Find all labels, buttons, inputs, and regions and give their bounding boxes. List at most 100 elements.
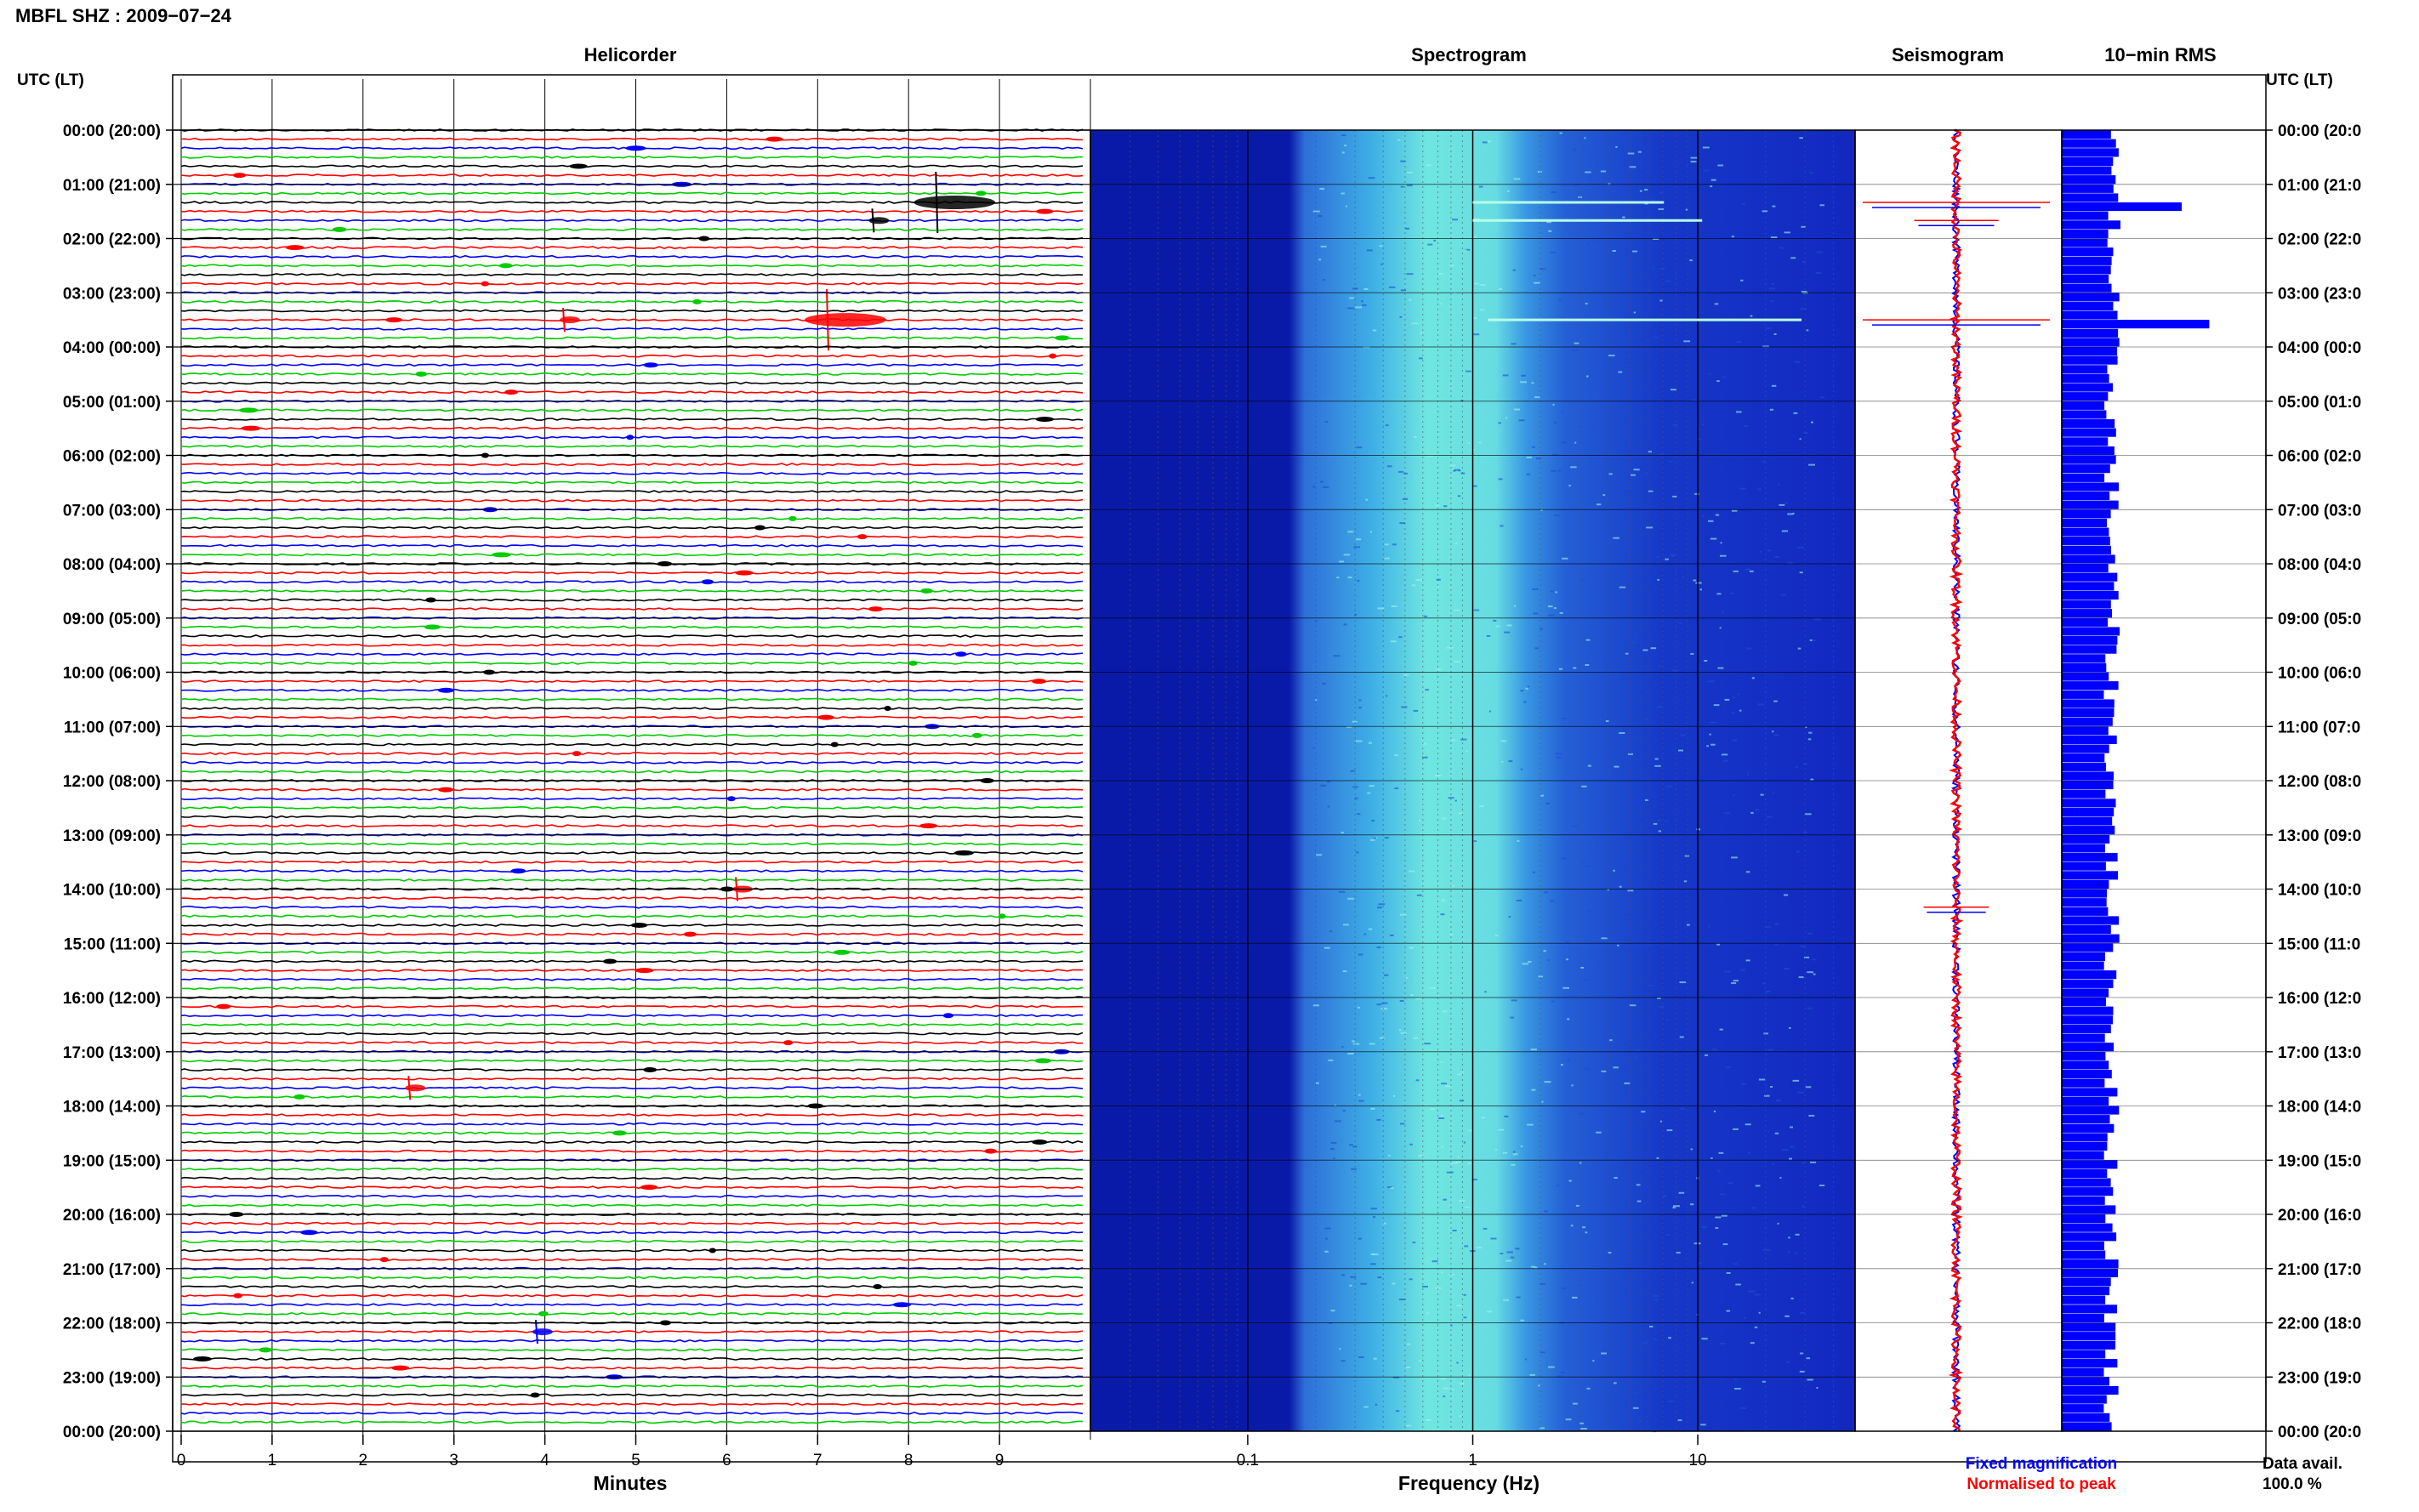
spectrogram-speckle [1583, 979, 1591, 981]
helicorder-blip [709, 1248, 716, 1253]
spectrogram-speckle [1347, 576, 1352, 578]
spectrogram-speckle [1790, 1297, 1794, 1299]
spectrogram-speckle [1819, 204, 1824, 207]
helicorder-trace [180, 1122, 1084, 1126]
spectrogram-speckle [1400, 1032, 1407, 1034]
spectrogram-speckle [1367, 792, 1371, 794]
time-label-right: 02:00 (22:0 [2278, 231, 2361, 249]
spectrogram-speckle [1739, 487, 1746, 490]
spectrogram-speckle [1784, 502, 1788, 504]
spectrogram-speckle [1511, 343, 1517, 345]
spectrogram-speckle [1440, 1378, 1447, 1380]
spectrogram-speckle [1387, 465, 1392, 468]
spectrogram-speckle [1733, 1263, 1738, 1265]
spectrogram-speckle [1568, 485, 1571, 487]
helicorder-blip [817, 714, 834, 720]
spectrogram-speckle [1502, 1151, 1508, 1154]
spectrogram-speckle [1409, 870, 1415, 873]
spectrogram-speckle [1707, 680, 1715, 683]
spectrogram-speckle [1603, 1032, 1610, 1034]
spectrogram-speckle [1511, 1163, 1516, 1166]
spectrogram-speckle [1704, 660, 1708, 662]
spectrogram-speckle [1805, 1086, 1812, 1089]
helicorder-trace [180, 580, 1084, 584]
spectrogram-speckle [1601, 1352, 1607, 1355]
spectrogram-speckle [1553, 607, 1557, 610]
spectrogram-speckle [1500, 525, 1504, 527]
spectrogram-speckle [1433, 239, 1437, 242]
helicorder-trace [180, 553, 1084, 557]
rms-bar [2062, 184, 2114, 193]
time-label-left: 08:00 (04:00) [63, 556, 161, 574]
spectrogram-speckle [1731, 509, 1738, 512]
spectrogram-speckle [1816, 1387, 1819, 1389]
spectrogram-speckle [1619, 586, 1626, 588]
spectrogram-speckle [1807, 932, 1813, 935]
time-label-right: 08:00 (04:0 [2278, 556, 2361, 574]
spectrogram-speckle [1539, 628, 1543, 630]
spectrogram-speckle [1520, 381, 1527, 384]
spectrogram-speckle [1608, 355, 1615, 357]
spectrogram-speckle [1525, 687, 1528, 690]
spectrogram-speckle [1637, 1420, 1642, 1422]
spectrogram-speckle [1441, 1145, 1444, 1148]
rms-bar [2062, 464, 2110, 474]
rms-bar [2062, 916, 2120, 925]
spectrogram-speckle [1594, 1296, 1597, 1299]
helicorder-blip [481, 281, 489, 287]
spectrogram-speckle [1622, 216, 1625, 219]
spectrogram-speckle [1731, 982, 1737, 985]
spectrogram-speckle [1672, 1207, 1676, 1209]
helicorder-blip [955, 651, 967, 657]
spectrogram-speckle [1552, 403, 1555, 406]
spectrogram-panel [1090, 129, 1855, 1433]
spectrogram-speckle [1717, 1170, 1721, 1173]
spectrogram-speckle [1379, 245, 1383, 247]
spectrogram-speckle [1487, 140, 1492, 143]
minute-tick-label: 8 [904, 1452, 914, 1469]
spectrogram-speckle [1482, 141, 1488, 144]
spectrogram-speckle [1554, 421, 1557, 423]
spectrogram-speckle [1819, 396, 1825, 399]
spectrogram-speckle [1701, 1226, 1707, 1228]
time-label-right: 14:00 (10:0 [2278, 882, 2361, 900]
spectrogram-speckle [1498, 422, 1501, 424]
spectrogram-speckle [1672, 669, 1679, 672]
spectrogram-speckle [1625, 1005, 1631, 1008]
helicorder-trace [180, 137, 1084, 141]
time-label-left: 12:00 (08:00) [63, 773, 161, 791]
spectrogram-speckle [1609, 1282, 1616, 1284]
rms-bar [2062, 662, 2107, 672]
spectrogram-speckle [1400, 1123, 1405, 1125]
rms-bar [2062, 419, 2115, 429]
spectrogram-speckle [1473, 236, 1477, 238]
helicorder-blip [1031, 679, 1047, 685]
spectrogram-speckle [1426, 1312, 1430, 1315]
spectrogram-speckle [1451, 739, 1456, 742]
spectrogram-speckle [1372, 329, 1377, 332]
spectrogram-speckle [1449, 1273, 1455, 1276]
spectrogram-speckle [1377, 1276, 1382, 1279]
spectrogram-speckle [1594, 163, 1597, 166]
spectrogram-speckle [1358, 1094, 1361, 1096]
spectrogram-speckle [1380, 1037, 1385, 1039]
spectrogram-speckle [1693, 579, 1697, 582]
spectrogram-speckle [1357, 953, 1363, 956]
spectrogram-speckle [1406, 1343, 1411, 1345]
spectrogram-speckle [1357, 580, 1360, 582]
spectrogram-speckle [1358, 707, 1362, 709]
helicorder-blip [984, 1148, 997, 1154]
spectrogram-speckle [1685, 208, 1688, 211]
helicorder-trace [180, 1258, 1084, 1262]
spectrogram-speckle [1450, 1162, 1458, 1164]
spectrogram-speckle [1436, 668, 1442, 671]
spectrogram-speckle [1710, 185, 1713, 188]
rms-bar [2062, 455, 2116, 464]
rms-bar [2062, 979, 2114, 988]
spectrogram-speckle [1574, 342, 1579, 344]
spectrogram-speckle [1601, 937, 1608, 940]
spectrogram-speckle [1722, 759, 1729, 762]
helicorder-blip [259, 1347, 272, 1353]
spectrogram-speckle [1571, 825, 1578, 827]
spectrogram-speckle [1479, 185, 1483, 188]
